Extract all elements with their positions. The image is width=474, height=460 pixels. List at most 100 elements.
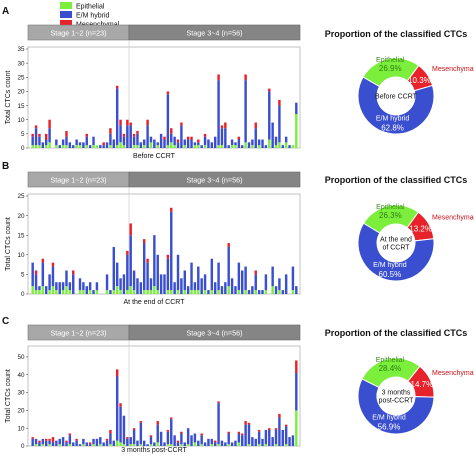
bar-segment-emhybrid xyxy=(163,442,166,446)
bar-segment-epithelial xyxy=(268,139,271,148)
bar-segment-epithelial xyxy=(132,290,136,294)
bar-segment-emhybrid xyxy=(102,442,105,446)
bar-segment-mesenchymal xyxy=(146,258,149,263)
bar-segment-emhybrid xyxy=(38,286,41,291)
bar-segment-epithelial xyxy=(166,444,170,446)
bar-segment-epithelial xyxy=(41,444,45,446)
bar-segment-emhybrid xyxy=(224,442,227,446)
bar-segment-emhybrid xyxy=(166,431,170,445)
legend-swatch-2 xyxy=(60,20,72,27)
y-tick-label: 10 xyxy=(17,425,25,432)
bar-segment-emhybrid xyxy=(224,282,227,294)
bar-segment-emhybrid xyxy=(149,136,153,143)
bar-segment-emhybrid xyxy=(139,282,143,294)
pie-slice-name-mesenchymal: Mesenchymal xyxy=(432,370,474,377)
bar-segment-epithelial xyxy=(156,442,159,446)
y-tick-label: 35 xyxy=(17,46,25,53)
y-tick-label: 50 xyxy=(17,354,25,361)
bar-segment-emhybrid xyxy=(88,444,92,446)
bar-segment-epithelial xyxy=(92,145,95,148)
pie-slice-percent-emhybrid: 62.8% xyxy=(381,123,404,132)
bar-segment-emhybrid xyxy=(38,136,41,146)
bar-segment-emhybrid xyxy=(193,282,197,291)
bar-segment-emhybrid xyxy=(51,266,55,287)
bar-segment-epithelial xyxy=(38,145,41,148)
bar-segment-emhybrid xyxy=(274,286,278,294)
bar-segment-epithelial xyxy=(136,145,139,148)
bar-segment-emhybrid xyxy=(200,145,203,148)
bar-segment-emhybrid xyxy=(146,444,149,446)
bar-segment-emhybrid xyxy=(109,290,112,294)
bar-segment-mesenchymal xyxy=(129,122,132,126)
pie-center-label: of CCRT xyxy=(382,245,410,252)
bar-segment-epithelial xyxy=(217,145,220,148)
bar-segment-emhybrid xyxy=(149,437,153,445)
bar-segment-emhybrid xyxy=(126,125,129,148)
bar-segment-epithelial xyxy=(193,442,197,446)
bar-segment-mesenchymal xyxy=(166,429,170,432)
pie-slice-percent-mesenchymal: 10.3% xyxy=(408,76,431,85)
panel-letter: A xyxy=(2,6,9,17)
bar-segment-mesenchymal xyxy=(227,243,230,247)
bar-segment-mesenchymal xyxy=(119,119,122,126)
bar-segment-emhybrid xyxy=(183,270,186,291)
bar-segment-emhybrid xyxy=(109,133,112,146)
bar-segment-epithelial xyxy=(197,145,200,148)
bar-segment-mesenchymal xyxy=(143,239,146,244)
bar-segment-mesenchymal xyxy=(217,74,220,81)
bar-segment-emhybrid xyxy=(176,254,180,291)
bar-segment-mesenchymal xyxy=(132,133,136,137)
bar-segment-emhybrid xyxy=(268,429,271,446)
bar-segment-emhybrid xyxy=(176,442,180,446)
bar-segment-epithelial xyxy=(48,444,51,446)
bar-segment-mesenchymal xyxy=(34,270,38,275)
bar-segment-mesenchymal xyxy=(241,433,244,436)
bar-segment-epithelial xyxy=(186,444,190,446)
bar-segment-emhybrid xyxy=(170,133,173,143)
bar-segment-emhybrid xyxy=(129,437,132,445)
y-axis-label: Total CTCs count xyxy=(5,369,12,423)
bar-segment-mesenchymal xyxy=(166,254,170,259)
bar-segment-emhybrid xyxy=(295,102,298,115)
bar-segment-emhybrid xyxy=(61,139,65,146)
bar-segment-epithelial xyxy=(82,290,85,294)
bar-segment-epithelial xyxy=(132,444,136,446)
bar-segment-emhybrid xyxy=(251,437,254,446)
bar-segment-emhybrid xyxy=(126,254,129,291)
bar-segment-emhybrid xyxy=(247,142,251,148)
bar-segment-mesenchymal xyxy=(48,119,51,129)
y-tick-label: 15 xyxy=(17,232,25,239)
bar-segment-emhybrid xyxy=(210,438,214,445)
pie-center-label: 3 months xyxy=(382,390,411,397)
bar-segment-epithelial xyxy=(48,142,51,148)
bar-segment-emhybrid xyxy=(257,139,261,146)
y-tick-label: 5 xyxy=(21,131,25,138)
pie-slice-name-epithelial: Epithelial xyxy=(376,57,405,64)
bar-segment-emhybrid xyxy=(72,442,75,446)
bar-segment-emhybrid xyxy=(132,136,136,146)
bar-segment-epithelial xyxy=(68,444,72,446)
bar-segment-emhybrid xyxy=(112,139,116,148)
legend-swatch-1 xyxy=(60,11,72,18)
legend-label-1: E/M hybrid xyxy=(76,13,110,20)
bar-segment-emhybrid xyxy=(72,274,75,294)
bar-segment-emhybrid xyxy=(85,136,88,146)
bar-segment-mesenchymal xyxy=(109,128,112,134)
bar-segment-epithelial xyxy=(183,290,186,294)
bar-segment-emhybrid xyxy=(210,258,214,291)
stage-late-label: Stage 3~4 (n=56) xyxy=(187,29,243,38)
bar-segment-emhybrid xyxy=(92,290,95,294)
bar-segment-emhybrid xyxy=(271,437,274,446)
bar-segment-mesenchymal xyxy=(31,437,34,439)
panel-b: B Stage 1~2 (n=23) Stage 3~4 (n=56) 0 5 10 15 2… xyxy=(2,161,474,306)
y-tick-label: 40 xyxy=(17,372,25,379)
x-axis-label: 3 months post-CCRT xyxy=(121,447,187,454)
bar-segment-emhybrid xyxy=(173,282,176,294)
bar-segment-epithelial xyxy=(51,286,55,294)
bar-segment-emhybrid xyxy=(109,433,112,445)
bar-segment-mesenchymal xyxy=(146,119,149,126)
bar-segment-emhybrid xyxy=(31,262,34,287)
bar-segment-epithelial xyxy=(166,145,170,148)
bar-segment-emhybrid xyxy=(136,133,139,146)
bar-segment-mesenchymal xyxy=(149,435,153,438)
